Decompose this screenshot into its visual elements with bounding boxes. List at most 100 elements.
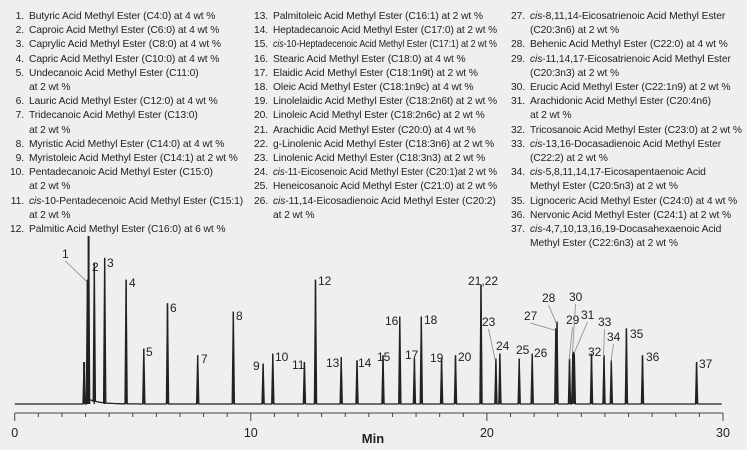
legend-item-line: Caprylic Acid Methyl Ester (C8:0) at 4 w… — [29, 38, 221, 52]
legend-item: 19. Linolelaidic Acid Methyl Ester (C18:2… — [246, 95, 532, 109]
legend-item-line: cis-5,8,11,14,17-Eicosapentaenoic Acid — [530, 166, 706, 180]
legend-item-prefix: cis — [530, 138, 543, 150]
legend-item-line: Myristoleic Acid Methyl Ester (C14:1) at… — [29, 152, 238, 166]
legend-item: 6. Lauric Acid Methyl Ester (C12:0) at 4 … — [2, 95, 243, 109]
legend-item-text: Heneicosanoic Acid Methyl Ester (C21:0) … — [273, 181, 498, 193]
legend-item-line: Oleic Acid Methyl Ester (C18:1n9c) at 4 … — [273, 81, 474, 95]
peak-label: 1 — [62, 247, 69, 261]
legend-item-line: at 2 wt % — [273, 209, 315, 223]
legend-item-number: 19. — [253, 96, 268, 108]
legend-item-line: Arachidonic Acid Methyl Ester (C20:4n6) — [530, 95, 711, 109]
legend-item-text: Methyl Ester (C22:6n3) at 2 wt % — [530, 238, 678, 250]
legend-item-prefix: cis — [273, 167, 285, 179]
peak-label: 16 — [385, 314, 399, 328]
legend-item-line: at 2 wt % — [29, 124, 71, 138]
legend-item-number: 32. — [510, 124, 525, 136]
legend-item-text: Palmitoleic Acid Methyl Ester (C16:1) at… — [273, 11, 483, 22]
legend-item-text: Methyl Ester (C20:5n3) at 2 wt % — [530, 181, 678, 193]
legend-column-3: 27. cis-8,11,14-Eicosatrienoic Acid Methy… — [500, 10, 742, 251]
legend-item-line: Linolenic Acid Methyl Ester (C18:3n3) at… — [273, 152, 485, 166]
peak-label: 25 — [516, 343, 530, 357]
legend-item: 32. Tricosanoic Acid Methyl Ester (C23:0)… — [500, 124, 742, 138]
legend-item-line: Stearic Acid Methyl Ester (C18:0) at 4 w… — [273, 53, 466, 67]
legend-item-line: cis-11-Eicosenoic Acid Methyl Ester (C20… — [273, 166, 497, 180]
legend-item-text: -10-Pentadecenoic Acid Methyl Ester (C15… — [41, 195, 244, 207]
legend-item-prefix: cis — [530, 224, 543, 236]
peak-label: 27 — [524, 309, 538, 323]
x-tick-label: 0 — [11, 426, 18, 440]
legend-item-line: (C20:3n3) at 2 wt % — [530, 67, 619, 81]
legend-item-line: at 2 wt % — [29, 209, 71, 223]
legend-item-text: -11,14,17-Eicosatrienoic Acid Methyl Est… — [542, 53, 731, 65]
legend-item-line: Linoleic Acid Methyl Ester (C18:2n6c) at… — [273, 109, 485, 123]
legend-item-line: Butyric Acid Methyl Ester (C4:0) at 4 wt… — [29, 10, 215, 24]
legend-item-line: Lauric Acid Methyl Ester (C12:0) at 4 wt… — [29, 95, 218, 109]
x-tick-label: 10 — [244, 426, 258, 440]
peak-leader-line — [488, 328, 496, 361]
legend-item-line: at 2 wt % — [29, 180, 71, 194]
legend-item-number: 10. — [9, 167, 24, 179]
legend-item-line: Caproic Acid Methyl Ester (C6:0) at 4 wt… — [29, 24, 219, 38]
x-axis: 0 10 20 30 — [11, 412, 730, 440]
legend-item-text: Nervonic Acid Methyl Ester (C24:1) at 2 … — [530, 209, 732, 221]
legend-item-text: Lignoceric Acid Methyl Ester (C24:0) at … — [530, 195, 738, 207]
legend-item-line: Heptadecanoic Acid Methyl Ester (C17:0) … — [273, 24, 497, 38]
legend-item-line: Erucic Acid Methyl Ester (C22:1n9) at 2 … — [530, 81, 731, 95]
legend-item-line: Arachidic Acid Methyl Ester (C20:0) at 4… — [273, 124, 476, 138]
legend-item-number: 3. — [15, 39, 24, 51]
peak-label: 30 — [569, 290, 583, 304]
legend-item-number: 1. — [15, 11, 24, 22]
legend-item-number: 15. — [253, 39, 268, 51]
peak-leader-line — [573, 321, 588, 355]
legend-item: 20. Linoleic Acid Methyl Ester (C18:2n6c)… — [246, 109, 532, 123]
peak-label: 24 — [496, 339, 510, 353]
legend-item-line: Lignoceric Acid Methyl Ester (C24:0) at … — [530, 195, 737, 209]
legend-item-text: Linolenic Acid Methyl Ester (C18:3n3) at… — [273, 153, 486, 165]
legend-item-text: Linolelaidic Acid Methyl Ester (C18:2n6t… — [273, 96, 498, 108]
legend-item-line: Behenic Acid Methyl Ester (C22:0) at 4 w… — [530, 38, 728, 52]
legend-item-number: 28. — [510, 39, 525, 51]
peak-label: 4 — [129, 276, 136, 290]
legend-item-text: Tricosanoic Acid Methyl Ester (C23:0) at… — [530, 124, 742, 136]
legend-item: 4. Capric Acid Methyl Ester (C10:0) at 4 … — [2, 53, 243, 67]
legend-item-number: 33. — [510, 138, 525, 150]
legend-item-number: 23. — [253, 153, 268, 165]
peak-label: 11 — [292, 358, 305, 372]
legend-item: 21. Arachidic Acid Methyl Ester (C20:0) a… — [246, 124, 532, 138]
legend-item-number: 14. — [253, 25, 268, 37]
peak-leader-line — [548, 304, 557, 324]
legend-item-number: 35. — [510, 195, 525, 207]
legend-item-number: 16. — [253, 53, 268, 65]
legend-item-number: 31. — [510, 96, 525, 108]
legend-item: 33. cis-13,16-Docasadienoic Acid Methyl E… — [500, 138, 742, 166]
peak-label: 20 — [458, 350, 472, 364]
legend-item-prefix: cis — [530, 11, 543, 22]
peak-leader-line — [603, 328, 605, 358]
legend-item-text: Butyric Acid Methyl Ester (C4:0) at 4 wt… — [29, 11, 216, 22]
legend-item-line: cis-13,16-Docasadienoic Acid Methyl Este… — [530, 138, 721, 152]
legend-item: 22. g-Linolenic Acid Methyl Ester (C18:3n… — [246, 138, 532, 152]
peak-label: 21,22 — [468, 274, 498, 288]
legend-item-number: 29. — [510, 53, 525, 65]
legend-item-number: 30. — [510, 82, 525, 94]
legend-item-line: Nervonic Acid Methyl Ester (C24:1) at 2 … — [530, 209, 731, 223]
legend-item: 28. Behenic Acid Methyl Ester (C22:0) at … — [500, 38, 742, 52]
legend-item-line: Linolelaidic Acid Methyl Ester (C18:2n6t… — [273, 95, 497, 109]
legend-item-number: 20. — [253, 110, 268, 122]
legend-item: 17. Elaidic Acid Methyl Ester (C18:1n9t) … — [246, 67, 532, 81]
legend-item-line: (C22:2) at 2 wt % — [530, 152, 608, 166]
peak-leader-line — [571, 303, 576, 354]
legend-item: 27. cis-8,11,14-Eicosatrienoic Acid Methy… — [500, 10, 742, 38]
legend-item: 36. Nervonic Acid Methyl Ester (C24:1) at… — [500, 209, 742, 223]
peak-label: 13 — [326, 356, 340, 370]
legend-item-line: at 2 wt % — [29, 81, 71, 95]
legend-item-prefix: cis — [273, 39, 284, 51]
legend-item-line: cis-11,14,17-Eicosatrienoic Acid Methyl … — [530, 53, 731, 67]
legend-item: 1. Butyric Acid Methyl Ester (C4:0) at 4 … — [2, 10, 243, 24]
x-tick-label: 20 — [480, 426, 494, 440]
legend-item-text: -4,7,10,13,16,19-Docasahexaenoic Acid — [542, 224, 722, 236]
legend-item-text: Elaidic Acid Methyl Ester (C18:1n9t) at … — [273, 67, 478, 79]
peak-leader-line — [610, 343, 614, 363]
